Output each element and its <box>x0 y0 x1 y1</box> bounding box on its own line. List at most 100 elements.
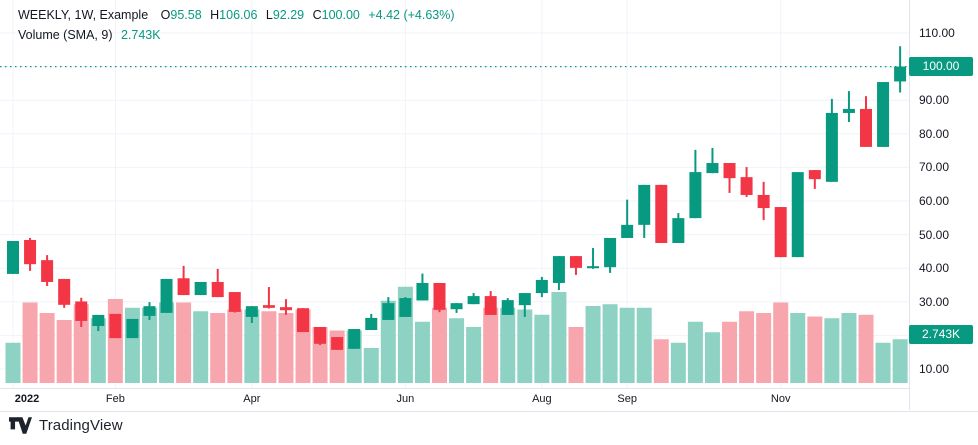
volume-bar <box>653 339 669 383</box>
time-axis-label: Apr <box>243 393 261 405</box>
volume-bar <box>892 339 908 383</box>
candle-body <box>58 278 71 305</box>
volume-bar <box>619 307 635 383</box>
change-value: +4.42 (+4.63%) <box>368 8 455 22</box>
candle-body <box>433 282 446 310</box>
volume-bar <box>278 313 294 383</box>
volume-bar <box>670 342 686 383</box>
symbol-title[interactable]: WEEKLY, 1W, Example <box>18 8 149 22</box>
volume-bar <box>534 314 550 383</box>
volume-bar <box>722 321 738 383</box>
candle-body <box>126 318 139 339</box>
volume-bar <box>704 332 720 383</box>
volume-bar <box>756 313 772 383</box>
candle-body <box>75 301 88 321</box>
volume-bar <box>73 304 89 383</box>
candle-body <box>211 281 224 298</box>
candle-body <box>774 207 787 258</box>
candle-body <box>331 337 344 350</box>
tradingview-attribution[interactable]: TradingView <box>9 417 123 434</box>
volume-bar <box>432 307 447 383</box>
volume-bar <box>39 313 55 383</box>
time-axis-label: Nov <box>770 393 791 405</box>
volume-bar <box>141 307 157 383</box>
high-label: H <box>210 8 220 22</box>
candle-body <box>416 282 429 301</box>
volume-bar <box>824 318 840 383</box>
candle-body <box>706 163 719 174</box>
candle-body <box>842 108 855 113</box>
price-axis-label: 90.00 <box>919 93 950 108</box>
price-axis-label: 40.00 <box>919 261 950 276</box>
price-axis-label: 110.00 <box>919 26 955 40</box>
volume-bar <box>500 307 516 383</box>
candle-body <box>7 240 19 274</box>
volume-bar <box>483 307 499 383</box>
volume-bar <box>790 313 806 383</box>
candle-body <box>655 184 668 243</box>
candle-body <box>552 256 565 283</box>
candle-body <box>894 66 907 82</box>
volume-bar <box>875 342 891 383</box>
volume-bar <box>568 327 584 383</box>
volume-bar <box>22 302 38 383</box>
low-label: L <box>265 8 273 22</box>
open-label: O <box>160 8 171 22</box>
candle-body <box>484 296 497 315</box>
price-axis-label: 80.00 <box>919 126 950 141</box>
volume-bar <box>773 302 789 383</box>
volume-bar <box>739 311 755 383</box>
candle-body <box>177 278 190 296</box>
volume-bar <box>858 314 874 383</box>
time-axis-label: 2022 <box>14 393 40 405</box>
legend-row-volume: Volume (SMA, 9) 2.743K <box>18 28 161 42</box>
volume-bar <box>363 348 379 383</box>
tradingview-logo-icon <box>9 417 32 434</box>
volume-bar <box>687 321 703 383</box>
candle-body <box>535 279 548 294</box>
candle-body <box>228 292 241 312</box>
candle-body <box>860 108 872 147</box>
price-axis[interactable]: 110.00 90.00 80.00 70.00 60.00 50.00 40.00 30.0… <box>909 0 978 410</box>
candle-body <box>160 278 173 313</box>
candle-body <box>279 307 292 311</box>
chart-pane[interactable] <box>0 0 909 388</box>
candle-body <box>467 296 480 305</box>
candle-body <box>143 306 156 316</box>
candle-body <box>638 184 651 225</box>
candle-body <box>587 266 600 269</box>
candle-body <box>41 260 54 282</box>
open-value: 95.58 <box>170 8 202 22</box>
candle-body <box>194 281 207 296</box>
candle-body <box>621 224 634 238</box>
candle-body <box>791 172 804 258</box>
candle-body <box>689 172 702 219</box>
candle-body <box>92 314 105 326</box>
price-axis-label: 70.00 <box>919 160 950 175</box>
volume-indicator-value: 2.743K <box>120 28 161 42</box>
time-axis-label: Feb <box>105 393 125 405</box>
volume-bar <box>449 318 465 383</box>
volume-bar <box>5 342 21 383</box>
volume-bar <box>176 302 192 383</box>
candle-body <box>757 194 770 209</box>
time-axis[interactable]: 2022 Feb Apr Jun Aug Sep Nov <box>0 388 978 412</box>
candle-body <box>245 306 258 317</box>
candle-body <box>569 256 582 268</box>
last-price-badge: 100.00 <box>909 57 973 77</box>
volume-bar <box>261 311 277 383</box>
tradingview-logo-text: TradingView <box>39 417 123 434</box>
candle-body <box>262 305 275 308</box>
volume-bar <box>807 316 823 383</box>
volume-bar <box>90 318 106 383</box>
volume-bar <box>517 309 533 383</box>
volume-indicator-label[interactable]: Volume (SMA, 9) <box>18 28 113 42</box>
legend-row-main: WEEKLY, 1W, Example O95.58 H106.06 L92.2… <box>18 8 455 22</box>
volume-bar <box>107 299 123 383</box>
volume-bar <box>380 300 396 383</box>
candle-body <box>450 303 463 310</box>
volume-bar <box>602 304 618 383</box>
time-axis-label: Jun <box>396 393 415 405</box>
low-value: 92.29 <box>272 8 305 22</box>
candle-body <box>808 170 821 180</box>
